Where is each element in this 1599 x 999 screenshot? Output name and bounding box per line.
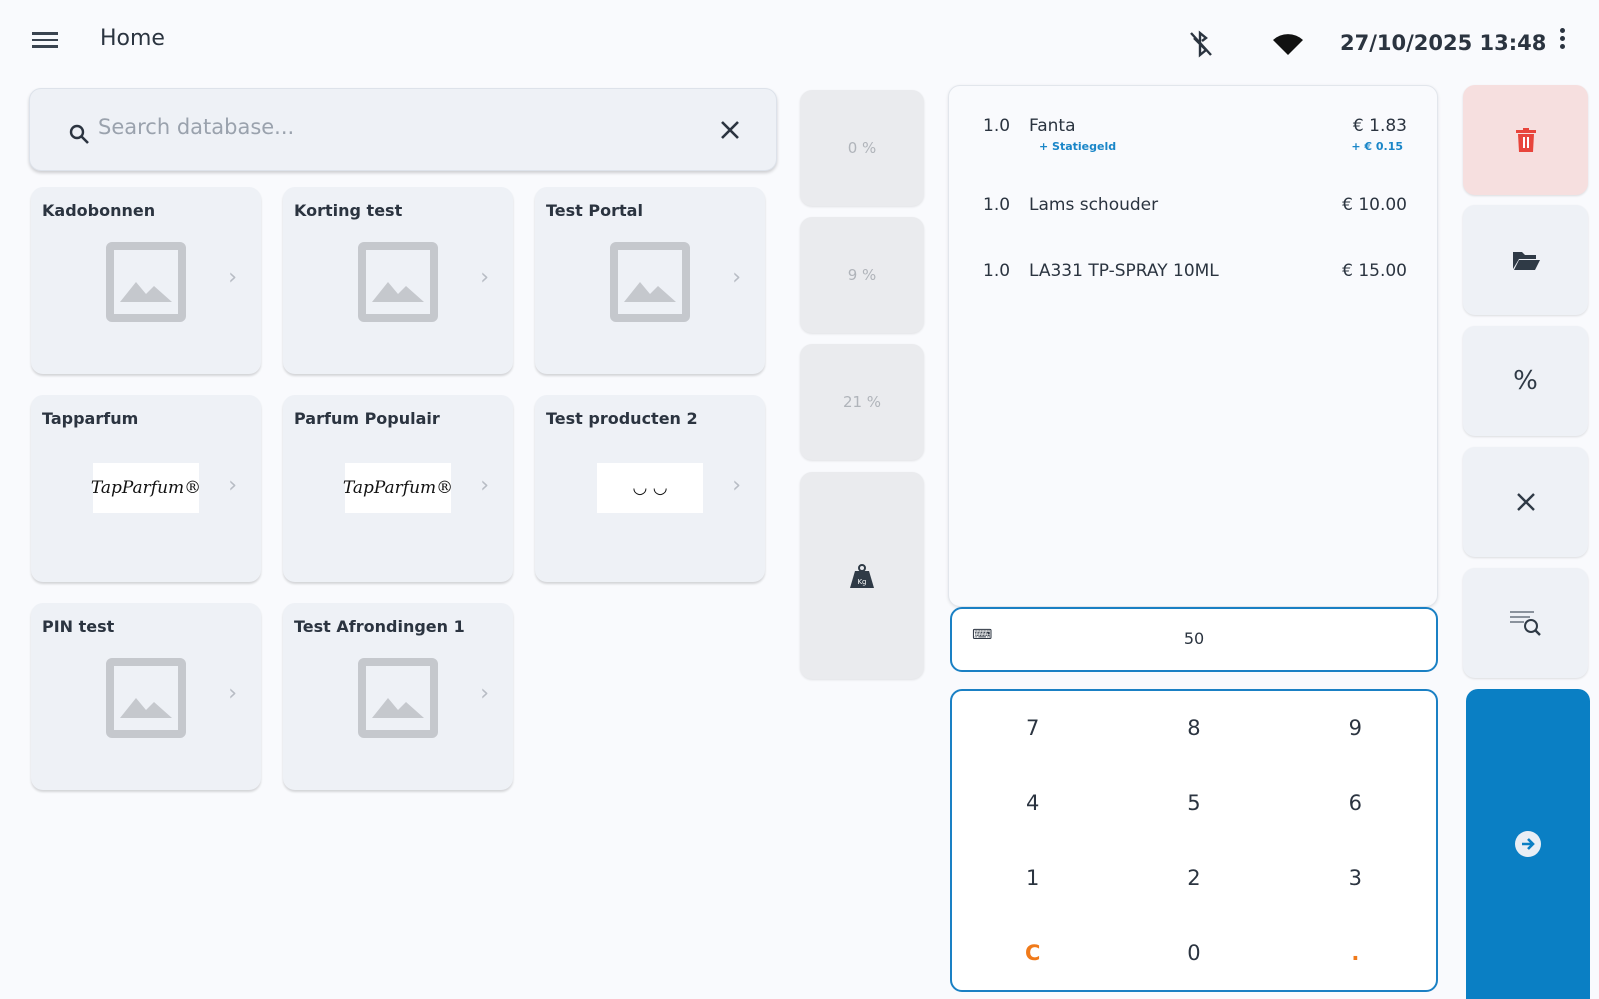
chevron-right-icon: ›: [228, 265, 237, 290]
clear-search-icon[interactable]: [720, 120, 740, 140]
vat-21-button[interactable]: 21 %: [800, 344, 924, 460]
chevron-right-icon: ›: [732, 265, 741, 290]
clear-key[interactable]: C: [1024, 940, 1041, 965]
trash-icon: [1515, 128, 1536, 152]
category-label: PIN test: [42, 617, 115, 636]
vat-9-button[interactable]: 9 %: [800, 217, 924, 333]
chevron-right-icon: ›: [480, 681, 489, 706]
image-placeholder-icon: [610, 242, 690, 322]
key-9[interactable]: 9: [1348, 716, 1362, 741]
chevron-right-icon: ›: [732, 473, 741, 498]
amount-value: 50: [1183, 629, 1205, 648]
discount-button[interactable]: %: [1463, 326, 1588, 436]
category-label: Korting test: [294, 201, 403, 220]
cart-name: Lams schouder: [1029, 195, 1159, 215]
percent-icon: %: [1513, 366, 1538, 396]
key-7[interactable]: 7: [1025, 716, 1040, 741]
bluetooth-off-icon[interactable]: [1188, 30, 1214, 58]
wifi-icon[interactable]: [1272, 34, 1304, 56]
datetime: 27/10/2025 13:48: [1340, 31, 1547, 55]
menu-icon[interactable]: [32, 28, 58, 50]
chevron-right-icon: ›: [480, 473, 489, 498]
search-icon: [69, 124, 89, 144]
cart-price: € 10.00: [1342, 195, 1407, 215]
svg-text:Kg: Kg: [857, 578, 866, 586]
weight-button[interactable]: Kg: [800, 472, 924, 679]
category-tile[interactable]: Parfum Populair TapParfum® ›: [283, 395, 513, 582]
category-tile[interactable]: Korting test ›: [283, 187, 513, 374]
key-5[interactable]: 5: [1187, 791, 1201, 816]
cart-qty: 1.0: [983, 116, 1011, 136]
keyboard-icon[interactable]: ⌨: [972, 627, 992, 643]
cart-extra-price: + € 0.15: [1351, 140, 1403, 153]
image-placeholder-icon: [106, 242, 186, 322]
key-4[interactable]: 4: [1025, 791, 1040, 816]
cart-list: 1.0 Fanta € 1.83 + Statiegeld + € 0.15 1…: [948, 85, 1438, 607]
category-label: Test producten 2: [546, 409, 698, 428]
cart-extra: + Statiegeld: [1039, 140, 1117, 153]
category-logo: TapParfum®: [343, 463, 453, 513]
cancel-button[interactable]: [1463, 447, 1588, 557]
category-tile[interactable]: PIN test ›: [31, 603, 261, 790]
more-vert-icon[interactable]: [1560, 28, 1566, 49]
keypad: 7 8 9 4 5 6 1 2 3 C 0.: [950, 689, 1438, 992]
search-input[interactable]: [98, 115, 658, 139]
barcode-search-button[interactable]: [1463, 568, 1588, 678]
cart-price: € 1.83: [1352, 116, 1407, 136]
category-label: Test Afrondingen 1: [294, 617, 465, 636]
cart-name: LA331 TP-SPRAY 10ML: [1029, 261, 1219, 281]
amount-input[interactable]: ⌨ 50: [950, 607, 1438, 672]
cart-qty: 1.0: [983, 261, 1011, 281]
image-placeholder-icon: [358, 242, 438, 322]
chevron-right-icon: ›: [228, 681, 237, 706]
category-tile[interactable]: Test Portal ›: [535, 187, 765, 374]
key-1[interactable]: 1: [1025, 865, 1040, 890]
close-icon: [1516, 493, 1535, 511]
category-label: Kadobonnen: [42, 201, 156, 220]
category-logo: TapParfum®: [91, 463, 201, 513]
barcode-search-icon: [1509, 611, 1541, 636]
key-6[interactable]: 6: [1348, 791, 1362, 816]
key-2[interactable]: 2: [1187, 865, 1201, 890]
category-tile[interactable]: Tapparfum TapParfum® ›: [31, 395, 261, 582]
cart-name: Fanta: [1029, 116, 1076, 136]
vat-0-button[interactable]: 0 %: [800, 90, 924, 206]
page-title: Home: [100, 26, 165, 51]
image-placeholder-icon: [106, 658, 186, 738]
decimal-key[interactable]: .: [1351, 940, 1360, 965]
checkout-button[interactable]: [1466, 689, 1590, 999]
category-tile[interactable]: Test Afrondingen 1 ›: [283, 603, 513, 790]
weight-kg-icon: Kg: [850, 563, 874, 588]
arrow-right-circle-icon: [1515, 831, 1541, 857]
search-bar: [29, 88, 777, 171]
key-8[interactable]: 8: [1187, 716, 1201, 741]
category-label: Tapparfum: [42, 409, 139, 428]
image-placeholder-icon: [358, 658, 438, 738]
category-tile[interactable]: Kadobonnen ›: [31, 187, 261, 374]
cart-price: € 15.00: [1342, 261, 1407, 281]
chevron-right-icon: ›: [480, 265, 489, 290]
category-logo: ◡ ◡: [597, 463, 703, 513]
open-folder-button[interactable]: [1463, 205, 1588, 315]
category-label: Parfum Populair: [294, 409, 440, 428]
key-3[interactable]: 3: [1348, 865, 1362, 890]
cart-qty: 1.0: [983, 195, 1011, 215]
folder-open-icon: [1512, 252, 1540, 270]
delete-button[interactable]: [1463, 85, 1588, 195]
category-tile[interactable]: Test producten 2 ◡ ◡ ›: [535, 395, 765, 582]
key-0[interactable]: 0: [1187, 940, 1201, 965]
category-label: Test Portal: [546, 201, 643, 220]
chevron-right-icon: ›: [228, 473, 237, 498]
